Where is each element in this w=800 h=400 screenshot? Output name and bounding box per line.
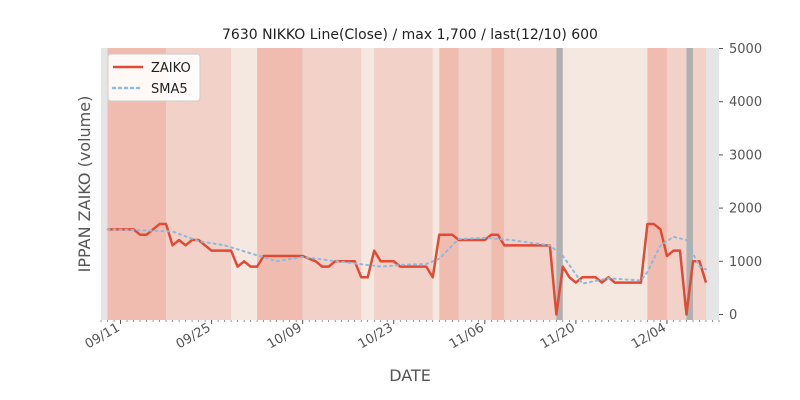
background-band	[439, 48, 459, 320]
x-tick-label: 10/09	[265, 320, 305, 352]
background-band	[491, 48, 505, 320]
background-band	[686, 48, 693, 320]
background-band	[231, 48, 258, 320]
y-tick-label: 0	[729, 308, 737, 323]
plot-area	[101, 48, 719, 320]
background-band	[556, 48, 563, 320]
background-band	[374, 48, 433, 320]
background-band	[257, 48, 303, 320]
background-band	[361, 48, 375, 320]
background-band	[458, 48, 492, 320]
background-band	[692, 48, 706, 320]
background-band	[432, 48, 440, 320]
x-tick-label: 11/06	[447, 320, 487, 352]
legend: ZAIKO SMA5	[107, 53, 201, 102]
background-band	[705, 48, 719, 320]
y-axis-title: IPPAN ZAIKO (volume)	[75, 96, 94, 273]
series-lines	[106, 222, 708, 316]
y-tick-label: 2000	[729, 202, 762, 217]
x-tick-label: 11/20	[538, 320, 578, 352]
x-tick-label: 10/23	[356, 320, 396, 352]
y-tick-label: 5000	[729, 42, 762, 57]
legend-label-zaiko: ZAIKO	[151, 61, 191, 76]
background-band	[647, 48, 667, 320]
series-line-sma5	[106, 228, 707, 285]
legend-label-sma5: SMA5	[151, 82, 188, 97]
y-tick-label: 3000	[729, 148, 762, 163]
chart-title: 7630 NIKKO Line(Close) / max 1,700 / las…	[222, 27, 598, 43]
background-band	[504, 48, 557, 320]
x-tick-label: 09/11	[83, 320, 123, 352]
y-tick-label: 4000	[729, 95, 762, 110]
x-tick-label: 09/25	[174, 320, 214, 352]
background-band	[302, 48, 362, 320]
x-tick-label: 12/04	[629, 320, 669, 352]
background-band	[101, 48, 108, 320]
y-axis: 0 1000 2000 3000 4000 5000	[719, 42, 762, 323]
x-axis-title: DATE	[389, 366, 431, 385]
y-tick-label: 1000	[729, 255, 762, 270]
x-axis: 09/11 09/25 10/09 10/23 11/06 11/20 12/04	[83, 320, 720, 352]
